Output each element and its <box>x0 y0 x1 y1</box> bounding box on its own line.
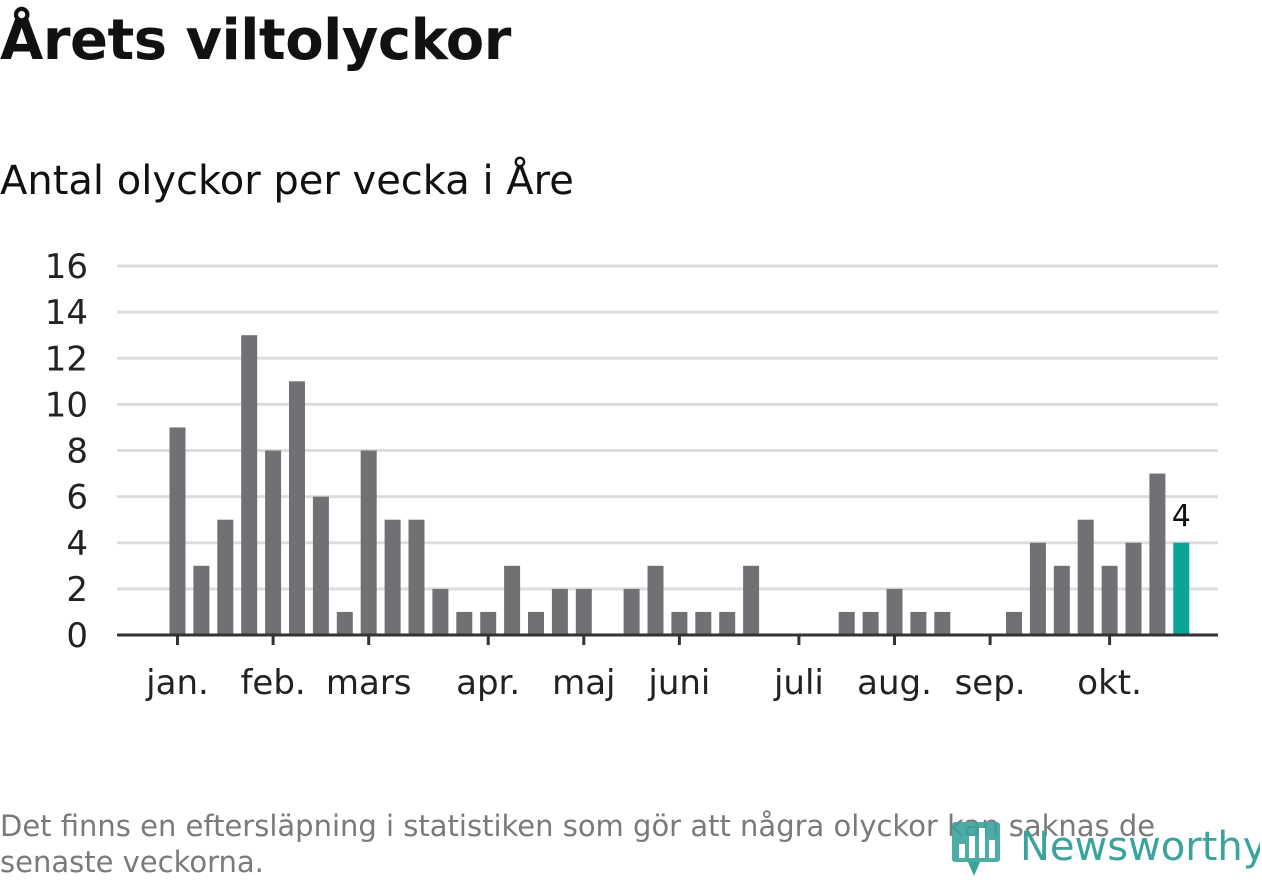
bar <box>1077 519 1094 635</box>
gridlines <box>117 264 1218 591</box>
bars <box>169 335 1190 635</box>
data-labels: 4 <box>1172 499 1191 534</box>
bar <box>193 565 210 635</box>
chart-title: Årets viltolyckor <box>0 8 511 73</box>
bar <box>1053 565 1070 635</box>
bar-chart: 0 2 4 6 8 10 12 14 16 jan. feb. mars apr. maj juni jul… <box>45 247 1218 703</box>
y-tick-label: 0 <box>66 616 88 656</box>
bar <box>217 519 234 635</box>
logo-text: Newsworthy <box>1020 824 1260 870</box>
newsworthy-logo: Newsworthy <box>952 822 1260 876</box>
bar-chart-pin-icon <box>952 822 1000 876</box>
bar <box>289 381 305 635</box>
bar <box>360 450 377 635</box>
bar <box>647 565 664 635</box>
bar <box>719 611 736 635</box>
x-tick-label: okt. <box>1077 663 1142 703</box>
bar <box>886 588 903 635</box>
x-tick-label: juli <box>773 663 824 703</box>
x-tick-label: maj <box>552 663 615 703</box>
bar <box>480 611 497 635</box>
highlight-data-label: 4 <box>1172 499 1191 534</box>
bar <box>241 335 258 635</box>
bar <box>862 611 879 635</box>
bar <box>456 611 473 635</box>
highlight-bar <box>1173 542 1190 635</box>
bar <box>838 611 855 635</box>
bar <box>504 565 521 635</box>
y-tick-label: 16 <box>45 247 88 287</box>
y-tick-label: 12 <box>45 339 88 379</box>
bar <box>934 611 951 635</box>
x-axis-ticks: jan. feb. mars apr. maj juni juli aug. sep. okt. <box>145 635 1142 703</box>
x-tick-label: jan. <box>145 663 209 703</box>
y-tick-label: 6 <box>66 478 88 518</box>
y-tick-label: 10 <box>45 385 88 425</box>
bar <box>623 588 640 635</box>
bar <box>671 611 688 635</box>
bar <box>743 565 760 635</box>
bar <box>695 611 712 635</box>
x-tick-label: aug. <box>857 663 932 703</box>
bar <box>551 588 568 635</box>
x-tick-label: juni <box>647 663 710 703</box>
bar <box>384 519 401 635</box>
y-tick-label: 4 <box>66 524 88 564</box>
bar <box>1006 611 1022 635</box>
x-tick-label: feb. <box>240 663 305 703</box>
y-axis-ticks: 0 2 4 6 8 10 12 14 16 <box>45 247 88 656</box>
y-tick-label: 2 <box>66 570 88 610</box>
bar <box>265 450 282 635</box>
bar <box>312 496 329 635</box>
chart-subtitle: Antal olyckor per vecka i Åre <box>0 158 574 204</box>
bar <box>408 519 425 635</box>
x-tick-label: apr. <box>456 663 520 703</box>
bar <box>1125 542 1142 635</box>
bar <box>432 588 449 635</box>
y-tick-label: 14 <box>45 293 88 333</box>
bar <box>1029 542 1046 635</box>
y-tick-label: 8 <box>66 432 88 472</box>
x-tick-label: sep. <box>955 663 1026 703</box>
bar <box>336 611 353 635</box>
x-tick-label: mars <box>326 663 412 703</box>
bar <box>1149 473 1166 635</box>
bar <box>528 611 544 635</box>
bar <box>1101 565 1118 635</box>
bar <box>169 427 186 635</box>
bar <box>910 611 927 635</box>
bar <box>575 588 592 635</box>
